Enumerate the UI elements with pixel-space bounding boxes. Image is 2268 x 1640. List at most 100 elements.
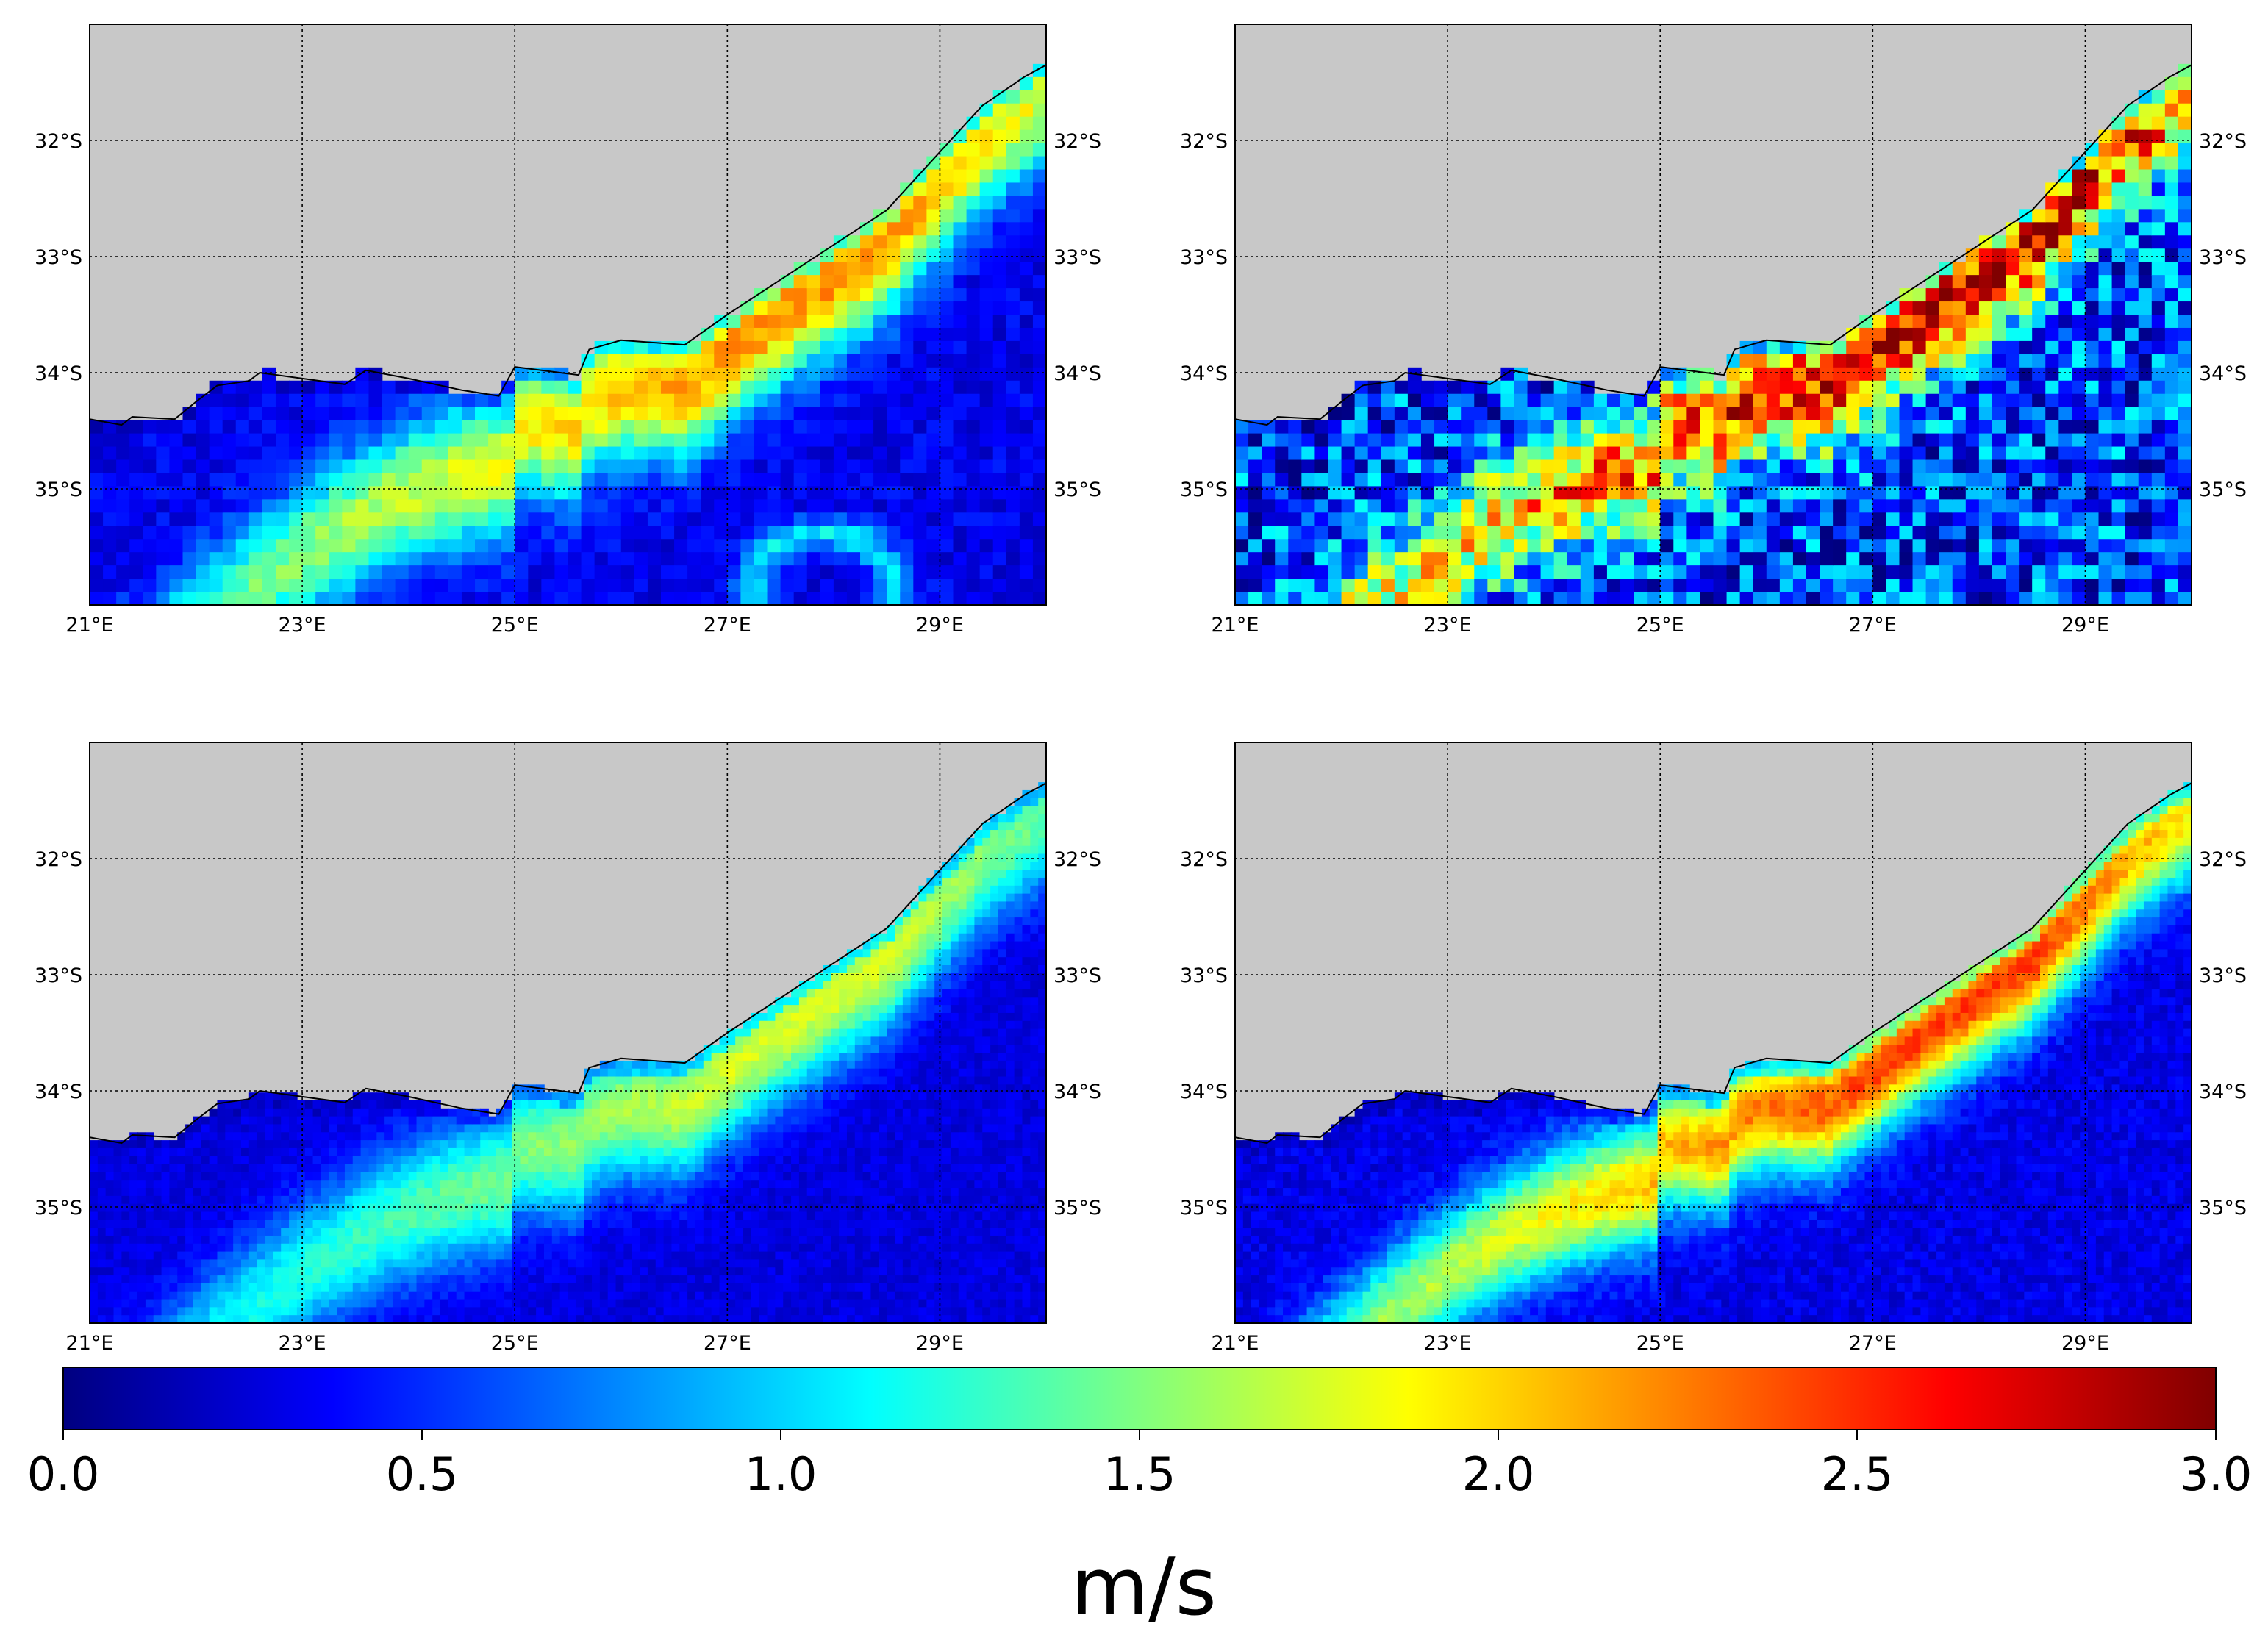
speed-cell xyxy=(1739,473,1754,487)
speed-cell xyxy=(448,1172,457,1181)
speed-cell xyxy=(129,1251,138,1261)
speed-cell xyxy=(953,262,967,276)
speed-cell xyxy=(169,1267,179,1276)
speed-cell xyxy=(953,539,967,553)
speed-cell xyxy=(103,592,117,605)
speed-cell xyxy=(1634,459,1648,474)
speed-cell xyxy=(1328,420,1342,434)
speed-cell xyxy=(1354,420,1369,434)
speed-cell xyxy=(2085,393,2100,408)
speed-cell xyxy=(2151,486,2166,501)
speed-cell xyxy=(515,433,529,448)
speed-cell xyxy=(780,592,795,605)
speed-cell xyxy=(953,433,967,448)
speed-cell xyxy=(979,499,994,514)
speed-cell xyxy=(225,1195,234,1205)
speed-cell xyxy=(2098,486,2113,501)
speed-cell xyxy=(979,446,994,461)
speed-cell xyxy=(1925,592,1940,605)
speed-cell xyxy=(424,1156,433,1165)
speed-cell xyxy=(209,1156,218,1165)
speed-cell xyxy=(913,420,928,434)
speed-cell xyxy=(121,1307,131,1316)
speed-cell xyxy=(551,1283,561,1292)
speed-cell xyxy=(209,473,223,487)
speed-cell xyxy=(820,327,834,342)
speed-cell xyxy=(979,486,994,501)
speed-cell xyxy=(185,1164,194,1173)
speed-cell xyxy=(355,473,370,487)
speed-cell xyxy=(496,1291,505,1300)
speed-cell xyxy=(169,1211,179,1221)
speed-cell xyxy=(754,393,768,408)
speed-cell xyxy=(793,473,808,487)
speed-cell xyxy=(448,499,462,514)
speed-cell xyxy=(281,1211,290,1221)
speed-cell xyxy=(780,552,795,566)
speed-cell xyxy=(584,1235,593,1245)
speed-cell xyxy=(1792,579,1807,592)
speed-cell xyxy=(833,340,848,355)
speed-cell xyxy=(209,1220,218,1228)
speed-cell xyxy=(2098,512,2113,527)
speed-cell xyxy=(512,1100,521,1109)
speed-cell xyxy=(2085,380,2100,395)
speed-cell xyxy=(1660,526,1675,540)
speed-cell xyxy=(121,1251,131,1261)
speed-cell xyxy=(660,380,675,395)
speed-cell xyxy=(554,459,569,474)
speed-cell xyxy=(432,1291,441,1300)
speed-cell xyxy=(248,459,263,474)
speed-cell xyxy=(1593,499,1608,514)
speed-cell xyxy=(1593,565,1608,579)
speed-cell xyxy=(129,1172,138,1181)
speed-cell xyxy=(1872,512,1887,527)
speed-cell xyxy=(217,1251,226,1261)
speed-cell xyxy=(528,1267,537,1276)
speed-cell xyxy=(121,1172,131,1181)
speed-cell xyxy=(384,1203,393,1213)
speed-cell xyxy=(2151,103,2166,118)
speed-cell xyxy=(714,433,729,448)
speed-cell xyxy=(2125,143,2139,157)
speed-cell xyxy=(966,301,981,315)
speed-cell xyxy=(2111,340,2126,355)
speed-cell xyxy=(2164,420,2179,434)
speed-cell xyxy=(660,433,675,448)
speed-cell xyxy=(1899,592,1914,605)
speed-cell xyxy=(576,1220,584,1228)
speed-cell xyxy=(1978,446,1993,461)
speed-cell xyxy=(754,539,768,553)
speed-cell xyxy=(1660,499,1675,514)
speed-cell xyxy=(1407,512,1422,527)
speed-cell xyxy=(312,1307,322,1316)
speed-cell xyxy=(992,579,1007,592)
speed-cell xyxy=(225,1228,234,1236)
speed-cell xyxy=(342,592,357,605)
speed-cell xyxy=(217,1156,226,1165)
speed-cell xyxy=(1806,539,1820,553)
speed-cell xyxy=(201,1147,210,1157)
speed-cell xyxy=(2111,275,2126,289)
speed-cell xyxy=(1006,103,1020,118)
speed-cell xyxy=(793,380,808,395)
speed-cell xyxy=(1766,446,1781,461)
speed-cell xyxy=(520,1228,529,1236)
speed-cell xyxy=(900,367,915,382)
speed-cell xyxy=(1032,143,1046,157)
speed-cell xyxy=(1925,512,1940,527)
speed-cell xyxy=(512,1203,521,1213)
speed-cell xyxy=(793,592,808,605)
speed-cell xyxy=(1487,565,1502,579)
speed-cell xyxy=(568,420,582,434)
speed-cell xyxy=(97,1156,107,1165)
speed-cell xyxy=(1872,565,1887,579)
speed-cell xyxy=(281,1235,290,1245)
speed-cell xyxy=(296,1180,306,1189)
speed-cell xyxy=(257,1299,266,1308)
speed-cell xyxy=(461,579,476,592)
speed-cell xyxy=(1647,526,1661,540)
speed-cell xyxy=(1713,539,1728,553)
speed-cell xyxy=(456,1132,465,1141)
speed-cell xyxy=(1739,579,1754,592)
